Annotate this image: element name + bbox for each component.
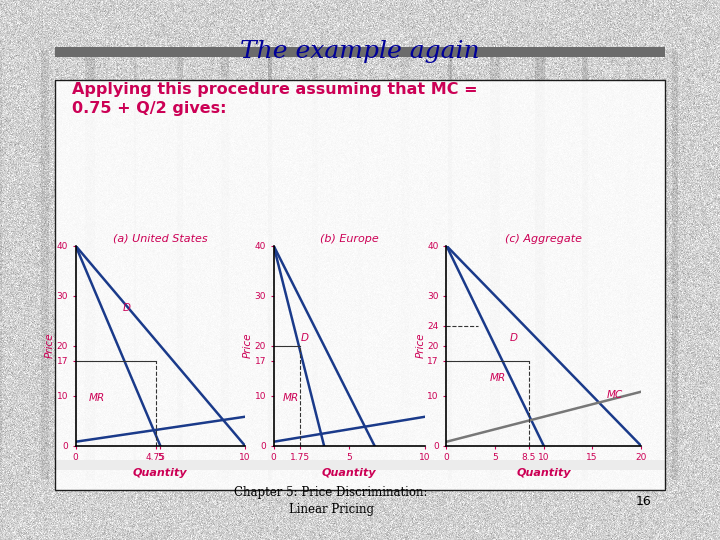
Text: D: D: [123, 302, 131, 313]
Title: (c) Aggregate: (c) Aggregate: [505, 233, 582, 244]
Text: Chapter 5: Price Discrimination:
Linear Pricing: Chapter 5: Price Discrimination: Linear …: [235, 486, 428, 516]
Text: MR: MR: [283, 393, 299, 402]
Text: Applying this procedure assuming that MC =: Applying this procedure assuming that MC…: [72, 82, 477, 97]
Text: 0.75 + Q/2 gives:: 0.75 + Q/2 gives:: [72, 100, 227, 116]
Y-axis label: Price: Price: [45, 333, 55, 359]
Title: (a) United States: (a) United States: [113, 233, 207, 244]
Text: D: D: [510, 333, 518, 342]
Text: MR: MR: [89, 393, 105, 402]
X-axis label: Quantity: Quantity: [133, 468, 187, 478]
X-axis label: Quantity: Quantity: [516, 468, 571, 478]
Text: D: D: [301, 333, 309, 342]
Text: 16: 16: [636, 495, 652, 508]
Text: MC: MC: [607, 390, 623, 400]
Text: The example again: The example again: [240, 40, 480, 63]
Y-axis label: Price: Price: [416, 333, 426, 359]
X-axis label: Quantity: Quantity: [322, 468, 377, 478]
Y-axis label: Price: Price: [243, 333, 253, 359]
Text: MR: MR: [490, 373, 506, 382]
Title: (b) Europe: (b) Europe: [320, 233, 379, 244]
